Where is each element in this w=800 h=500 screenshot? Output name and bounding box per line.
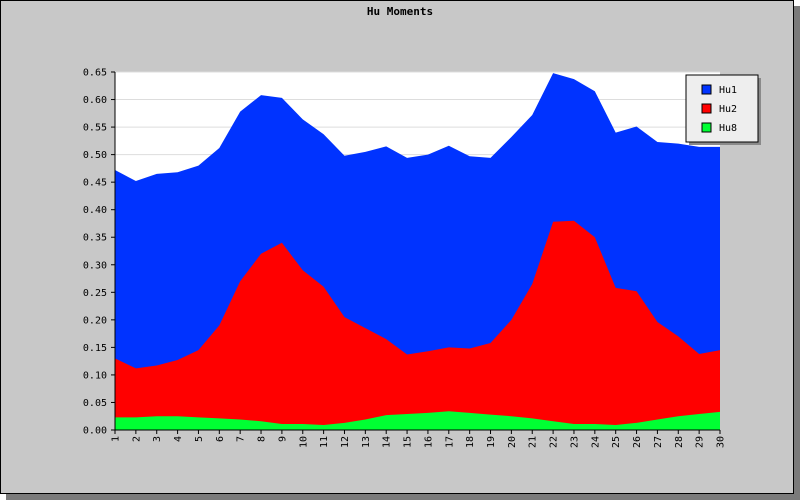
y-tick-label: 0.50 <box>83 150 107 161</box>
y-tick-label: 0.55 <box>83 123 107 134</box>
x-tick-label: 11 <box>319 436 330 448</box>
x-tick-label: 30 <box>716 436 727 448</box>
axes <box>111 71 721 434</box>
legend: Hu1 Hu2 Hu8 <box>685 74 761 145</box>
legend-swatch-hu1 <box>701 84 712 95</box>
x-tick-label: 24 <box>590 436 601 448</box>
x-tick-label: 17 <box>444 436 455 448</box>
legend-swatch-hu8 <box>701 122 712 133</box>
y-tick-label: 0.45 <box>83 178 107 189</box>
x-tick-label: 9 <box>277 436 288 442</box>
legend-swatch-hu2 <box>701 103 712 114</box>
y-tick-label: 0.15 <box>83 343 107 354</box>
x-tick-label: 2 <box>131 436 142 442</box>
y-tick-label: 0.40 <box>83 205 107 216</box>
y-axis-tick-labels: 0.00 0.05 0.10 0.15 0.20 0.25 0.30 0.35 0.40 0.45… <box>83 68 107 437</box>
series-area-hu2 <box>115 220 720 430</box>
x-tick-label: 3 <box>152 436 163 442</box>
x-tick-label: 29 <box>695 436 706 448</box>
y-tick-label: 0.25 <box>83 288 107 299</box>
y-tick-label: 0.20 <box>83 315 107 326</box>
x-tick-label: 28 <box>674 436 685 448</box>
x-tick-label: 1 <box>111 436 122 442</box>
series-area-hu8 <box>115 411 720 430</box>
x-tick-label: 25 <box>611 436 622 448</box>
x-tick-label: 14 <box>382 436 393 448</box>
x-tick-label: 21 <box>528 436 539 448</box>
y-tick-label: 0.05 <box>83 398 107 409</box>
x-tick-label: 16 <box>423 436 434 448</box>
x-tick-label: 5 <box>194 436 205 442</box>
x-tick-label: 26 <box>632 436 643 448</box>
y-tick-label: 0.00 <box>83 426 107 437</box>
legend-box <box>685 74 759 143</box>
x-axis-tick-labels: 1 2 3 4 5 6 7 8 9 10 11 12 13 14 15 16 17 18 19 20 21 22 23 24 2… <box>111 436 727 448</box>
y-tick-label: 0.10 <box>83 370 107 381</box>
y-tick-label: 0.65 <box>83 68 107 79</box>
x-tick-label: 23 <box>569 436 580 448</box>
legend-label-hu2: Hu2 <box>719 104 737 115</box>
y-tick-label: 0.30 <box>83 260 107 271</box>
x-tick-label: 12 <box>340 436 351 448</box>
x-tick-label: 27 <box>653 436 664 448</box>
x-tick-label: 19 <box>486 436 497 448</box>
x-tick-label: 22 <box>549 436 560 448</box>
x-tick-label: 13 <box>361 436 372 448</box>
x-tick-label: 7 <box>236 436 247 442</box>
chart-title: Hu Moments <box>367 5 433 18</box>
x-tick-label: 6 <box>215 436 226 442</box>
legend-label-hu8: Hu8 <box>719 123 737 134</box>
series-areas <box>115 73 720 431</box>
legend-label-hu1: Hu1 <box>719 85 737 96</box>
x-tick-label: 18 <box>465 436 476 448</box>
x-tick-label: 20 <box>507 436 518 448</box>
y-tick-label: 0.60 <box>83 95 107 106</box>
x-tick-label: 15 <box>403 436 414 448</box>
x-tick-label: 10 <box>298 436 309 448</box>
x-tick-label: 8 <box>257 436 268 442</box>
y-tick-label: 0.35 <box>83 233 107 244</box>
x-tick-label: 4 <box>173 436 184 442</box>
